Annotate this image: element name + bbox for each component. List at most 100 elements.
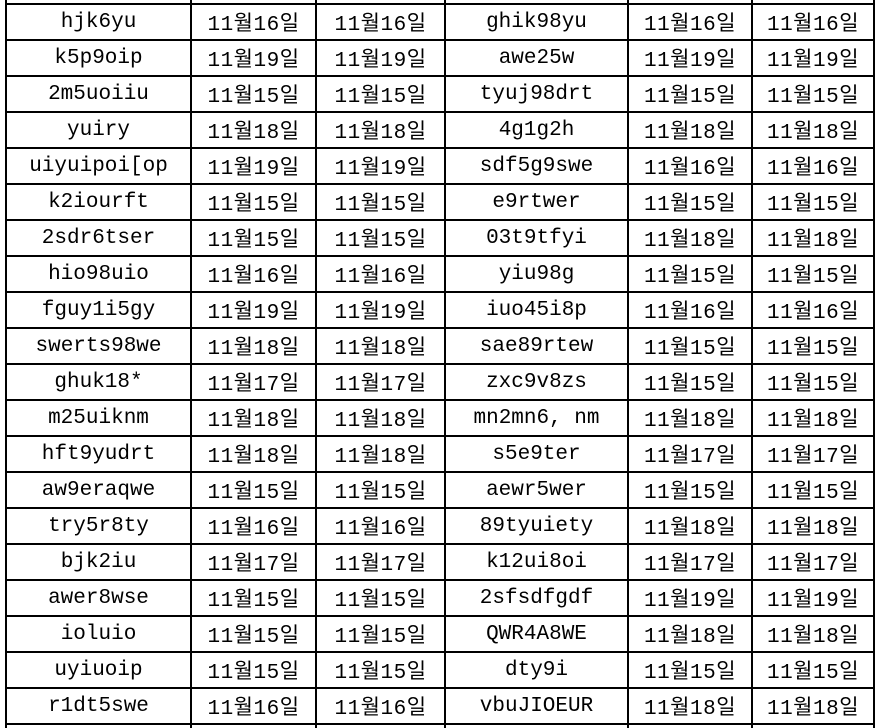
- table-cell-id[interactable]: awer8wse: [7, 581, 192, 617]
- table-cell-date[interactable]: 11월16일: [192, 509, 317, 545]
- table-cell-id[interactable]: ghuk18*: [7, 365, 192, 401]
- table-cell-date[interactable]: 11월15일: [317, 653, 446, 689]
- table-cell-date[interactable]: 11월17일: [629, 545, 753, 581]
- table-cell-id[interactable]: zxc9v8zs: [446, 365, 629, 401]
- table-cell-date[interactable]: 11월17일: [192, 545, 317, 581]
- table-cell-id[interactable]: try5r8ty: [7, 509, 192, 545]
- table-cell-id[interactable]: vbuJIOEUR: [446, 689, 629, 725]
- table-cell-empty[interactable]: [192, 0, 317, 5]
- table-cell-date[interactable]: 11월15일: [753, 473, 875, 509]
- table-cell-date[interactable]: 11월19일: [753, 41, 875, 77]
- table-cell-empty[interactable]: [317, 725, 446, 728]
- table-cell-date[interactable]: 11월15일: [753, 653, 875, 689]
- table-cell-empty[interactable]: [7, 0, 192, 5]
- table-cell-empty[interactable]: [446, 0, 629, 5]
- table-cell-date[interactable]: 11월15일: [753, 365, 875, 401]
- table-cell-empty[interactable]: [629, 725, 753, 728]
- table-cell-date[interactable]: 11월15일: [629, 329, 753, 365]
- table-cell-id[interactable]: 2sdr6tser: [7, 221, 192, 257]
- table-cell-id[interactable]: QWR4A8WE: [446, 617, 629, 653]
- table-cell-date[interactable]: 11월16일: [192, 689, 317, 725]
- table-cell-id[interactable]: hio98uio: [7, 257, 192, 293]
- table-cell-date[interactable]: 11월15일: [753, 329, 875, 365]
- table-cell-date[interactable]: 11월15일: [629, 653, 753, 689]
- table-cell-date[interactable]: 11월18일: [192, 401, 317, 437]
- table-cell-date[interactable]: 11월16일: [317, 509, 446, 545]
- table-cell-date[interactable]: 11월15일: [192, 581, 317, 617]
- table-cell-empty[interactable]: [629, 0, 753, 5]
- table-cell-date[interactable]: 11월15일: [317, 77, 446, 113]
- table-cell-id[interactable]: yiu98g: [446, 257, 629, 293]
- table-cell-date[interactable]: 11월15일: [192, 653, 317, 689]
- table-cell-date[interactable]: 11월15일: [317, 581, 446, 617]
- table-cell-date[interactable]: 11월17일: [753, 437, 875, 473]
- table-cell-date[interactable]: 11월15일: [317, 473, 446, 509]
- table-cell-date[interactable]: 11월17일: [192, 365, 317, 401]
- table-cell-id[interactable]: hjk6yu: [7, 5, 192, 41]
- table-cell-date[interactable]: 11월15일: [629, 473, 753, 509]
- table-cell-date[interactable]: 11월19일: [192, 149, 317, 185]
- table-cell-empty[interactable]: [753, 0, 875, 5]
- table-cell-date[interactable]: 11월16일: [629, 149, 753, 185]
- table-cell-date[interactable]: 11월15일: [629, 257, 753, 293]
- table-cell-id[interactable]: 2m5uoiiu: [7, 77, 192, 113]
- table-cell-id[interactable]: tyuj98drt: [446, 77, 629, 113]
- table-cell-date[interactable]: 11월18일: [753, 401, 875, 437]
- table-cell-date[interactable]: 11월18일: [317, 329, 446, 365]
- table-cell-date[interactable]: 11월18일: [317, 113, 446, 149]
- table-cell-id[interactable]: ioluio: [7, 617, 192, 653]
- table-cell-id[interactable]: yuiry: [7, 113, 192, 149]
- table-cell-id[interactable]: swerts98we: [7, 329, 192, 365]
- table-cell-id[interactable]: uiyuipoi[op: [7, 149, 192, 185]
- table-cell-id[interactable]: 03t9tfyi: [446, 221, 629, 257]
- table-cell-empty[interactable]: [7, 725, 192, 728]
- table-cell-date[interactable]: 11월19일: [192, 293, 317, 329]
- table-cell-id[interactable]: mn2mn6, nm: [446, 401, 629, 437]
- table-cell-date[interactable]: 11월18일: [629, 617, 753, 653]
- table-cell-date[interactable]: 11월18일: [629, 221, 753, 257]
- table-cell-date[interactable]: 11월16일: [629, 5, 753, 41]
- table-cell-date[interactable]: 11월15일: [629, 185, 753, 221]
- table-cell-date[interactable]: 11월17일: [317, 545, 446, 581]
- table-cell-date[interactable]: 11월19일: [629, 581, 753, 617]
- table-cell-date[interactable]: 11월18일: [192, 329, 317, 365]
- table-cell-id[interactable]: iuo45i8p: [446, 293, 629, 329]
- table-cell-date[interactable]: 11월15일: [317, 617, 446, 653]
- table-cell-date[interactable]: 11월16일: [753, 149, 875, 185]
- table-cell-date[interactable]: 11월15일: [192, 77, 317, 113]
- table-cell-date[interactable]: 11월19일: [317, 41, 446, 77]
- table-cell-id[interactable]: aw9eraqwe: [7, 473, 192, 509]
- table-cell-date[interactable]: 11월17일: [753, 545, 875, 581]
- table-cell-date[interactable]: 11월16일: [317, 257, 446, 293]
- table-cell-date[interactable]: 11월19일: [317, 149, 446, 185]
- table-cell-id[interactable]: r1dt5swe: [7, 689, 192, 725]
- table-cell-date[interactable]: 11월15일: [192, 617, 317, 653]
- table-cell-date[interactable]: 11월18일: [192, 437, 317, 473]
- table-cell-id[interactable]: k12ui8oi: [446, 545, 629, 581]
- table-cell-id[interactable]: e9rtwer: [446, 185, 629, 221]
- table-cell-id[interactable]: sae89rtew: [446, 329, 629, 365]
- table-cell-date[interactable]: 11월19일: [753, 581, 875, 617]
- table-cell-date[interactable]: 11월15일: [192, 221, 317, 257]
- table-cell-date[interactable]: 11월19일: [317, 293, 446, 329]
- table-cell-empty[interactable]: [317, 0, 446, 5]
- table-cell-date[interactable]: 11월15일: [192, 473, 317, 509]
- table-cell-date[interactable]: 11월16일: [317, 5, 446, 41]
- table-cell-date[interactable]: 11월18일: [753, 113, 875, 149]
- table-cell-id[interactable]: m25uiknm: [7, 401, 192, 437]
- table-cell-date[interactable]: 11월18일: [629, 509, 753, 545]
- table-cell-date[interactable]: 11월18일: [192, 113, 317, 149]
- table-cell-date[interactable]: 11월18일: [753, 509, 875, 545]
- table-cell-date[interactable]: 11월16일: [192, 5, 317, 41]
- table-cell-date[interactable]: 11월18일: [629, 401, 753, 437]
- table-cell-id[interactable]: sdf5g9swe: [446, 149, 629, 185]
- table-cell-empty[interactable]: [753, 725, 875, 728]
- table-cell-date[interactable]: 11월15일: [317, 185, 446, 221]
- table-cell-id[interactable]: bjk2iu: [7, 545, 192, 581]
- table-cell-date[interactable]: 11월15일: [629, 77, 753, 113]
- table-cell-date[interactable]: 11월19일: [192, 41, 317, 77]
- table-cell-date[interactable]: 11월15일: [317, 221, 446, 257]
- table-cell-empty[interactable]: [446, 725, 629, 728]
- table-cell-id[interactable]: awe25w: [446, 41, 629, 77]
- table-cell-date[interactable]: 11월17일: [629, 437, 753, 473]
